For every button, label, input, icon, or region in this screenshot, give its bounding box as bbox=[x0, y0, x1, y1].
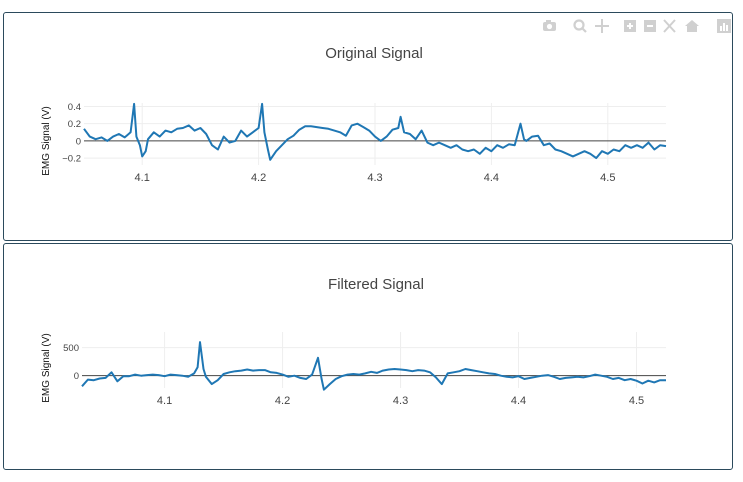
chart-title: Original Signal bbox=[325, 45, 423, 62]
x-tick-label: 4.3 bbox=[367, 172, 382, 184]
filtered-signal-chart[interactable]: Filtered Signal EMG Signal (V) 4.1 4.2 4.3… bbox=[4, 244, 734, 471]
x-tick-label: 4.5 bbox=[600, 172, 615, 184]
signal-line[interactable] bbox=[83, 102, 667, 161]
y-axis-label: EMG Signal (V) bbox=[41, 333, 52, 402]
autoscale-icon[interactable] bbox=[663, 19, 676, 33]
x-tick-label: 4.1 bbox=[135, 172, 150, 184]
x-tick-label: 4.1 bbox=[157, 395, 172, 407]
home-icon[interactable] bbox=[685, 20, 699, 32]
x-tick-label: 4.4 bbox=[511, 395, 526, 407]
original-signal-panel: Original Signal EMG Signal (V) 4.1 4.2 4.3… bbox=[3, 12, 733, 241]
y-tick-label: 500 bbox=[63, 343, 79, 354]
zoom-out-icon[interactable] bbox=[644, 20, 656, 32]
y-tick-label: 0 bbox=[76, 136, 81, 147]
original-signal-chart[interactable]: Original Signal EMG Signal (V) 4.1 4.2 4.3… bbox=[4, 13, 734, 240]
y-axis-label: EMG Signal (V) bbox=[41, 106, 52, 175]
x-tick-label: 4.2 bbox=[251, 172, 266, 184]
zoom-in-icon[interactable] bbox=[624, 20, 636, 32]
y-tick-label: 0.4 bbox=[68, 102, 81, 113]
x-tick-label: 4.5 bbox=[629, 395, 644, 407]
y-tick-label: 0 bbox=[74, 371, 79, 382]
filtered-signal-panel: Filtered Signal EMG Signal (V) 4.1 4.2 4.3… bbox=[3, 243, 733, 470]
pan-icon[interactable] bbox=[595, 19, 609, 33]
signal-line[interactable] bbox=[81, 341, 666, 391]
x-tick-label: 4.4 bbox=[484, 172, 499, 184]
camera-icon[interactable] bbox=[543, 20, 556, 31]
y-tick-label: 0.2 bbox=[68, 119, 81, 130]
x-tick-label: 4.3 bbox=[393, 395, 408, 407]
zoom-icon[interactable] bbox=[573, 19, 587, 33]
plotly-logo-icon[interactable] bbox=[717, 19, 731, 33]
chart-modebar bbox=[543, 19, 731, 33]
y-tick-label: −0.2 bbox=[62, 154, 81, 165]
chart-title: Filtered Signal bbox=[328, 276, 424, 293]
x-tick-label: 4.2 bbox=[275, 395, 290, 407]
